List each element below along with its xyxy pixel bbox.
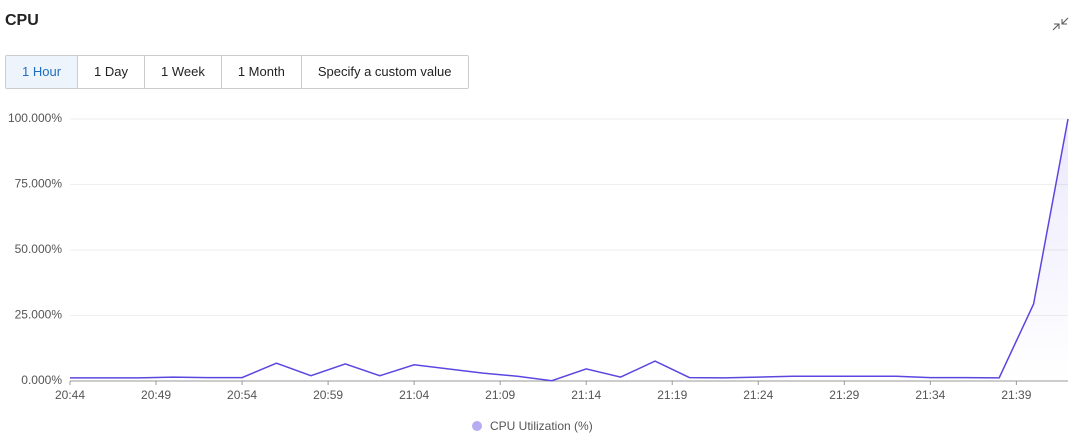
x-tick-label: 21:29 <box>829 388 859 402</box>
x-tick-label: 20:59 <box>313 388 343 402</box>
icon-part <box>1061 17 1069 25</box>
x-tick-label: 21:14 <box>571 388 601 402</box>
x-tick-label: 21:19 <box>657 388 687 402</box>
legend-label: CPU Utilization (%) <box>490 419 593 433</box>
panel-title: CPU <box>5 12 39 29</box>
icon-part <box>1052 23 1060 31</box>
x-tick-label: 21:09 <box>485 388 515 402</box>
y-tick-label: 75.000% <box>15 177 63 191</box>
time-range-tab[interactable]: Specify a custom value <box>317 64 452 79</box>
time-range-tab[interactable]: 1 Week <box>145 56 222 88</box>
y-tick-label: 50.000% <box>15 242 63 256</box>
y-tick-label: 25.000% <box>15 308 63 322</box>
time-range-tab[interactable]: 1 Day <box>78 56 145 88</box>
time-range-tab[interactable]: 1 Hour <box>6 56 79 88</box>
x-tick-label: 21:39 <box>1001 388 1031 402</box>
x-tick-label: 20:49 <box>141 388 171 402</box>
collapse-icon[interactable] <box>1052 17 1069 31</box>
legend-marker <box>472 421 482 431</box>
y-tick-label: 0.000% <box>21 373 62 387</box>
time-range-tab[interactable]: 1 Month <box>222 56 302 88</box>
x-tick-label: 21:04 <box>399 388 429 402</box>
y-tick-label: 100.000% <box>8 111 62 125</box>
x-tick-label: 20:54 <box>227 388 257 402</box>
x-tick-label: 21:34 <box>915 388 945 402</box>
x-tick-label: 21:24 <box>743 388 773 402</box>
time-range-tabs: 1 Hour 1 Day 1 Week 1 Month Specify a custom… <box>5 55 469 89</box>
line <box>70 118 1069 382</box>
x-tick-label: 20:44 <box>55 388 85 402</box>
